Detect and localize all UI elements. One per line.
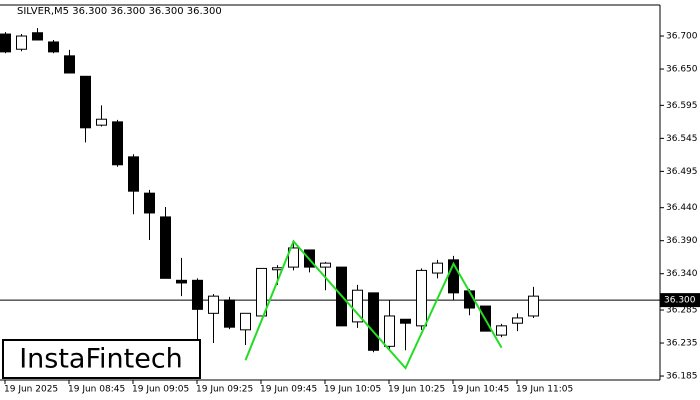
x-tick-label: 19 Jun 10:05 — [324, 385, 381, 395]
x-tick-label: 19 Jun 09:05 — [132, 385, 189, 395]
x-tick-label: 19 Jun 11:05 — [516, 385, 573, 395]
candle-body — [384, 315, 395, 347]
y-tick-label: 36.235 — [666, 339, 698, 349]
candle-body — [256, 267, 267, 317]
candle-body — [288, 247, 299, 268]
chart-title: SILVER,M5 36.300 36.300 36.300 36.300 — [17, 6, 222, 17]
y-tick-label: 36.495 — [666, 167, 698, 177]
candle-body — [192, 279, 203, 310]
candle-body — [160, 216, 171, 279]
y-tick-label: 36.700 — [666, 32, 698, 42]
candle-body — [352, 289, 363, 323]
y-tick-label: 36.390 — [666, 236, 698, 246]
candle-body — [320, 262, 331, 268]
candle-body — [512, 317, 523, 324]
candle-body — [240, 312, 251, 331]
x-tick-label: 19 Jun 09:25 — [196, 385, 253, 395]
candle-body — [112, 121, 123, 166]
candle-body — [48, 41, 59, 53]
candle-body — [416, 269, 427, 327]
candle-body — [224, 299, 235, 328]
candle-body — [144, 192, 155, 214]
candle-body — [272, 267, 283, 271]
logo-box — [2, 339, 201, 379]
candle-body — [208, 295, 219, 314]
y-tick-label: 36.340 — [666, 269, 698, 279]
y-tick-label: 36.595 — [666, 101, 698, 111]
candle-body — [64, 55, 75, 74]
candle-body — [16, 35, 27, 50]
candle-body — [96, 118, 107, 126]
candle-body — [432, 262, 443, 274]
x-tick-label: 19 Jun 2025 — [4, 385, 58, 395]
y-tick-label: 36.650 — [666, 65, 698, 75]
candle-body — [400, 318, 411, 324]
candle-body — [176, 279, 187, 284]
logo-text: InstaFintech — [19, 344, 183, 375]
candle-body — [32, 32, 43, 41]
candle-body — [368, 292, 379, 351]
price-label: 36.300 — [664, 296, 696, 306]
y-tick-label: 36.440 — [666, 203, 698, 213]
candle-body — [0, 33, 11, 53]
x-tick-label: 19 Jun 08:45 — [68, 385, 125, 395]
y-tick-label: 36.285 — [666, 306, 698, 316]
y-tick-label: 36.545 — [666, 134, 698, 144]
candle-body — [128, 156, 139, 192]
y-tick-label: 36.185 — [666, 372, 698, 382]
candle-body — [496, 325, 507, 336]
x-tick-label: 19 Jun 10:45 — [452, 385, 509, 395]
pattern-line — [244, 239, 503, 370]
x-tick-label: 19 Jun 10:25 — [388, 385, 445, 395]
price-box — [660, 293, 700, 308]
x-tick-label: 19 Jun 09:45 — [260, 385, 317, 395]
candle-body — [528, 295, 539, 317]
candle-body — [80, 75, 91, 129]
